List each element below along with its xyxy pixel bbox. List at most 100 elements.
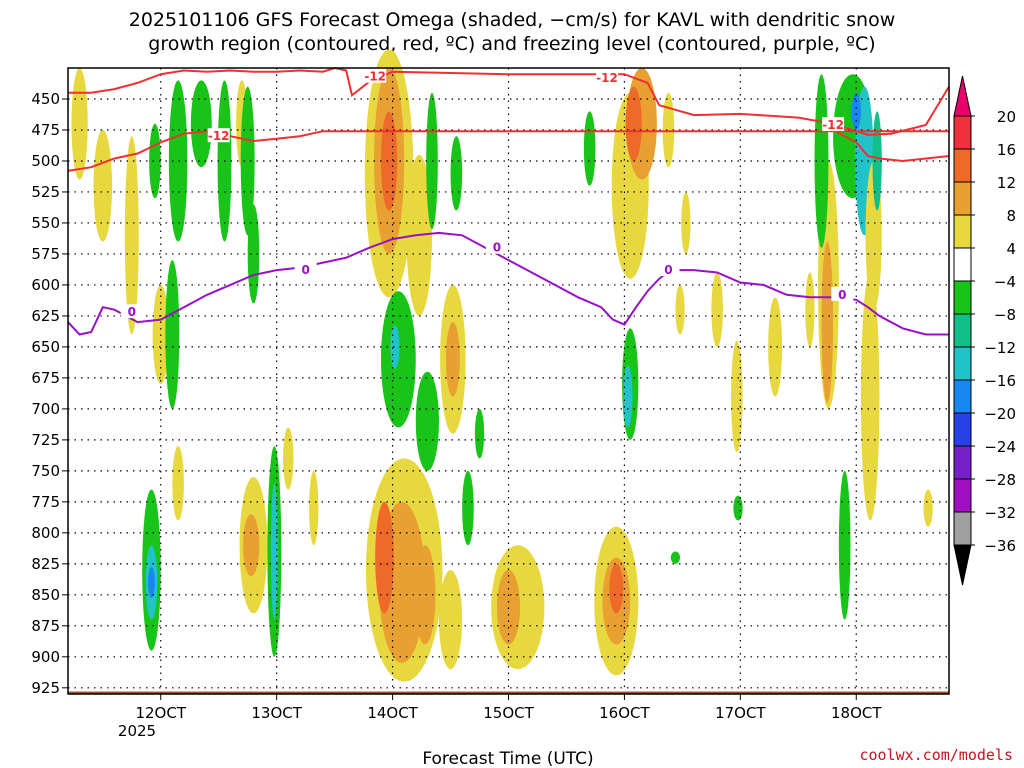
omega-cell — [860, 272, 880, 521]
omega-cell — [838, 470, 851, 620]
y-tick-label: 525 — [31, 183, 60, 201]
omega-cell — [243, 514, 260, 577]
omega-cell — [462, 470, 474, 546]
colorbar-tick-label: −32 — [984, 504, 1016, 522]
omega-cell — [380, 111, 398, 211]
y-tick-label: 600 — [31, 276, 60, 294]
colorbar-tick-label: −28 — [984, 471, 1016, 489]
omega-cell — [609, 563, 624, 614]
y-tick-label: 500 — [31, 152, 60, 170]
colorbar-swatch — [953, 379, 972, 414]
omega-cell — [147, 566, 155, 598]
omega-cell — [872, 111, 882, 211]
colorbar-top-arrow — [953, 75, 972, 117]
omega-cell — [438, 570, 463, 670]
y-tick-label: 675 — [31, 369, 60, 387]
x-tick-label: 17OCT — [715, 704, 766, 722]
y-tick-label: 875 — [31, 617, 60, 635]
omega-cell — [450, 136, 463, 211]
colorbar-swatch — [953, 346, 972, 381]
y-tick-label: 450 — [31, 90, 60, 108]
colorbar-tick-label: 8 — [1006, 207, 1016, 225]
y-tick-label: 900 — [31, 648, 60, 666]
chart-title-line1: 2025101106 GFS Forecast Omega (shaded, −… — [129, 9, 896, 31]
terrain-layer — [68, 691, 949, 694]
y-tick-label: 625 — [31, 307, 60, 325]
omega-cell — [623, 365, 633, 428]
colorbar-swatch — [953, 181, 972, 216]
colorbar-tick-label: −4 — [994, 273, 1016, 291]
omega-cell — [583, 111, 596, 186]
colorbar-swatch — [953, 247, 972, 282]
omega-cell — [426, 92, 438, 230]
x-year-label: 2025 — [118, 722, 156, 740]
x-tick-label: 12OCT — [135, 704, 186, 722]
colorbar-swatch — [953, 412, 972, 447]
omega-cell — [168, 80, 188, 242]
y-axis: 450 475 500 525 550 575 600 625 650 675 700 725 750 7… — [31, 90, 68, 697]
freezing-contour-label: 0 — [128, 305, 136, 319]
freezing-contour-label: 0 — [493, 241, 501, 255]
credit-link[interactable]: coolwx.com/models — [859, 746, 1013, 764]
omega-cell — [733, 495, 743, 521]
grid-layer — [68, 68, 949, 694]
omega-cell — [923, 489, 933, 527]
colorbar-swatch — [953, 478, 972, 513]
freezing-contour-label: 0 — [838, 288, 846, 302]
y-tick-label: 800 — [31, 524, 60, 542]
omega-cell — [172, 446, 184, 521]
y-tick-label: 550 — [31, 214, 60, 232]
omega-cell — [496, 570, 521, 645]
omega-cell — [375, 501, 394, 614]
freezing-contour-label-bg — [485, 239, 508, 254]
colorbar-swatch — [953, 280, 972, 315]
x-axis: 12OCT 13OCT 14OCT 15OCT 16OCT 17OCT 18OCT — [135, 694, 882, 722]
freezing-contour-label-bg — [831, 286, 854, 301]
contour-lines-layer: -12 -12 -12 -12 0 0 0 0 0 — [67, 66, 950, 336]
omega-cell — [93, 129, 113, 242]
colorbar-tick-label: −36 — [984, 537, 1016, 555]
terrain-surface — [68, 691, 949, 694]
colorbar-swatch — [953, 148, 972, 183]
colorbar-tick-label: −20 — [984, 405, 1016, 423]
omega-cell — [805, 272, 815, 347]
omega-cell — [821, 241, 834, 403]
omega-cell — [731, 340, 743, 453]
colorbar-tick-label: −12 — [984, 339, 1016, 357]
y-tick-label: 825 — [31, 555, 60, 573]
colorbar-swatch — [953, 445, 972, 480]
dgz-contour-label-bg — [596, 69, 619, 84]
omega-cell — [414, 545, 436, 645]
colorbar-swatch — [953, 313, 972, 348]
dgz-contour-label-bg — [207, 128, 230, 143]
x-tick-label: 15OCT — [483, 704, 534, 722]
x-tick-label: 13OCT — [251, 704, 302, 722]
dgz-contour-label-bg — [364, 68, 387, 83]
colorbar-tick-label: −24 — [984, 438, 1016, 456]
omega-cell — [309, 470, 319, 546]
omega-cell — [474, 408, 485, 459]
y-tick-label: 850 — [31, 586, 60, 604]
colorbar: 20 16 12 8 4 −4 −8 −12 −16 −20 −24 −28 −32 −36 — [953, 75, 1016, 586]
omega-cell — [390, 325, 400, 369]
dgz-contour-label: -12 — [208, 129, 230, 143]
x-axis-title: Forecast Time (UTC) — [422, 749, 593, 768]
dgz-minus12-lower-contour — [67, 130, 949, 172]
freezing-level-contour — [67, 231, 949, 336]
freezing-contour-label: 0 — [301, 263, 309, 277]
omega-cell — [415, 371, 439, 471]
omega-cell — [851, 92, 861, 130]
colorbar-bottom-arrow — [953, 544, 972, 586]
chart-title-line2: growth region (contoured, red, ºC) and f… — [148, 33, 875, 55]
dgz-minus12-right-contour — [832, 129, 950, 163]
omega-shading-layer — [71, 49, 933, 682]
y-tick-label: 775 — [31, 493, 60, 511]
omega-cell — [71, 68, 88, 180]
y-tick-label: 725 — [31, 431, 60, 449]
omega-cell — [124, 136, 139, 335]
y-tick-label: 925 — [31, 679, 60, 697]
omega-cell — [149, 123, 161, 199]
omega-cell — [445, 322, 460, 397]
omega-cell — [240, 86, 255, 236]
